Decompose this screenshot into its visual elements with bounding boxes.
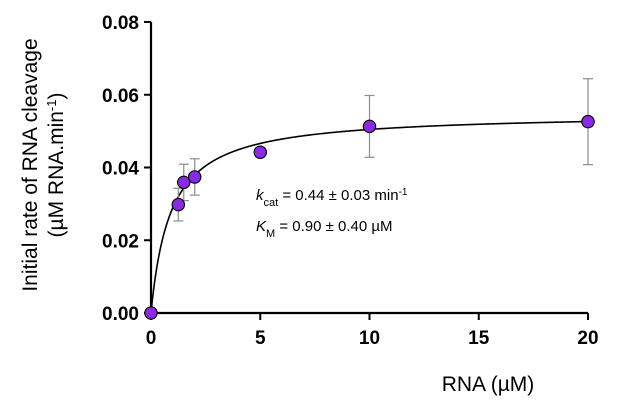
- data-point: [171, 197, 186, 212]
- x-axis-title: RNA (µM): [442, 373, 535, 396]
- y-tick-label: 0.08: [102, 13, 139, 34]
- y-tick-label: 0.00: [102, 304, 139, 325]
- ticks: 0.00 0.02 0.04 0.06 0.08 0 5 10 15 20: [102, 13, 599, 349]
- x-tick-label: 15: [468, 328, 490, 349]
- data-point: [581, 114, 595, 129]
- y-tick-label: 0.02: [102, 231, 139, 252]
- km-annotation: KM = 0.90 ± 0.40 µM: [256, 218, 393, 240]
- y-tick-label: 0.06: [102, 86, 139, 107]
- x-tick-label: 0: [146, 328, 157, 349]
- data-point: [187, 170, 202, 184]
- y-tick-label: 0.04: [102, 159, 139, 180]
- data-point: [362, 119, 377, 134]
- data-point: [144, 306, 158, 320]
- data-point: [253, 145, 268, 159]
- y-axis-title: Initial rate of RNA cleavage: [19, 38, 42, 291]
- x-tick-label: 10: [359, 328, 380, 349]
- kcat-annotation: kcat = 0.44 ± 0.03 min-1: [256, 187, 408, 210]
- data-points: [144, 114, 595, 320]
- y-axis-title-sup: -1: [44, 100, 59, 112]
- x-tick-label: 5: [255, 328, 266, 349]
- axes: [149, 22, 588, 315]
- data-point: [177, 175, 191, 190]
- x-tick-label: 20: [577, 328, 598, 349]
- y-axis-title-units: (µM RNA.min-1): [44, 93, 69, 238]
